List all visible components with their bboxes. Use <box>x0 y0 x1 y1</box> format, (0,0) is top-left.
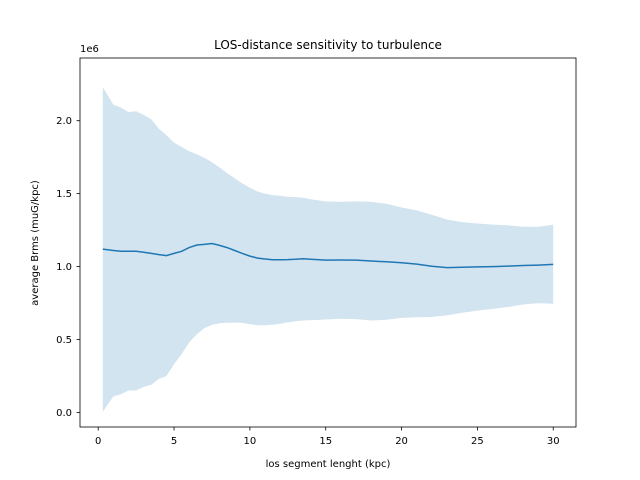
series-line <box>102 242 554 269</box>
y-tick-label: 0.0 <box>56 408 72 419</box>
x-tick-label: 25 <box>471 436 484 447</box>
y-tick-label: 1.5 <box>56 189 72 200</box>
x-tick-label: 5 <box>171 436 177 447</box>
x-axis-label: los segment lenght (kpc) <box>266 459 391 470</box>
x-axis: 0 5 10 15 20 25 30 <box>95 427 560 447</box>
std-band <box>102 87 554 412</box>
y-tick-label: 0.5 <box>56 335 72 346</box>
y-tick-label: 1.0 <box>56 262 72 273</box>
axes-frame <box>79 57 577 428</box>
y-axis-label: average Brms (muG/kpc) <box>30 180 41 306</box>
y-tick-label: 2.0 <box>56 116 72 127</box>
y-axis: 0.0 0.5 1.0 1.5 2.0 <box>56 116 80 419</box>
x-tick-label: 0 <box>95 436 101 447</box>
x-tick-label: 30 <box>547 436 560 447</box>
y-offset-text: 1e6 <box>80 44 99 55</box>
plot-area <box>102 87 554 412</box>
x-tick-label: 15 <box>319 436 332 447</box>
x-tick-label: 10 <box>244 436 257 447</box>
chart-title: LOS-distance sensitivity to turbulence <box>214 38 442 52</box>
x-tick-label: 20 <box>395 436 408 447</box>
